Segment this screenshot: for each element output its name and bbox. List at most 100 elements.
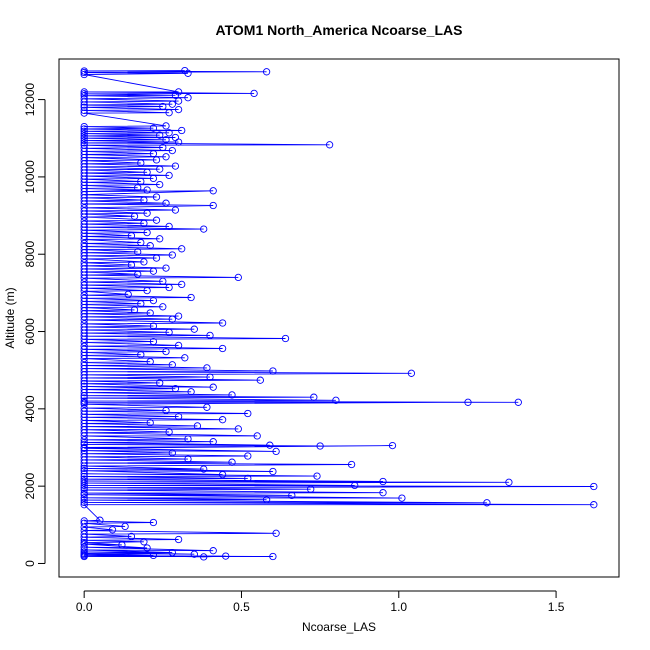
data-point (171, 385, 180, 393)
data-point (152, 216, 161, 224)
data-point (152, 254, 161, 262)
data-point (162, 264, 170, 272)
data-point (80, 281, 88, 289)
data-point (190, 550, 198, 558)
x-tick-label: 1.0 (390, 600, 407, 614)
data-point (184, 94, 192, 102)
y-tick-label: 12000 (23, 83, 37, 117)
data-point (80, 538, 88, 547)
data-point (168, 548, 176, 557)
data-point (203, 364, 211, 372)
data-point (127, 232, 136, 240)
data-point (351, 481, 359, 490)
data-point (590, 501, 598, 509)
x-tick-label: 0.0 (76, 600, 93, 614)
data-point (143, 228, 151, 237)
y-axis-label: Altitude (m) (3, 287, 17, 348)
data-point (140, 196, 148, 204)
data-point (165, 222, 173, 231)
data-point (272, 447, 280, 456)
data-point (134, 184, 142, 192)
data-point (262, 496, 271, 504)
data-point (80, 92, 88, 100)
data-point (388, 441, 397, 450)
data-point (134, 270, 142, 278)
data-point (483, 499, 491, 507)
data-point (209, 187, 217, 195)
data-point (137, 177, 145, 186)
data-point (234, 273, 242, 282)
data-point (165, 328, 173, 336)
data-point (209, 383, 217, 391)
plot-frame (58, 58, 620, 578)
data-point (137, 238, 145, 247)
x-axis: 0.0 0.5 1.0 1.5 (76, 590, 565, 614)
data-point (80, 342, 88, 350)
data-point (80, 127, 88, 135)
data-point (307, 485, 315, 493)
data-point (140, 258, 148, 266)
data-point (80, 361, 88, 370)
data-point (159, 277, 167, 285)
data-point (168, 361, 176, 369)
data-point (165, 129, 173, 137)
data-point (168, 315, 176, 323)
data-point (152, 193, 161, 201)
data-point (209, 438, 217, 446)
data-point (80, 109, 88, 117)
data-point (143, 286, 151, 295)
data-point (80, 323, 88, 331)
data-point (398, 494, 406, 502)
data-point (80, 103, 88, 111)
data-point (262, 68, 271, 76)
data-point (174, 105, 183, 114)
data-point (80, 385, 88, 394)
data-point (288, 491, 296, 500)
data-point (134, 248, 142, 256)
data-point (206, 373, 214, 381)
data-point (269, 467, 277, 476)
data-point (80, 489, 88, 497)
y-tick-label: 10000 (23, 160, 37, 194)
data-point (80, 467, 88, 475)
data-point (149, 267, 158, 275)
data-point (187, 293, 195, 302)
data-point (162, 153, 170, 161)
data-point (209, 547, 217, 555)
data-point (80, 498, 88, 507)
data-point (174, 535, 183, 544)
y-tick-label: 0 (23, 560, 37, 567)
data-point (184, 435, 192, 443)
data-point (162, 122, 170, 130)
data-point (80, 242, 88, 251)
data-point (159, 303, 167, 311)
data-point (200, 553, 208, 561)
data-point (165, 428, 173, 436)
data-point (140, 219, 148, 227)
data-point (203, 403, 211, 411)
data-point (108, 526, 117, 534)
data-point (244, 409, 252, 418)
data-point (184, 455, 192, 463)
data-point (80, 477, 88, 485)
data-point (80, 88, 88, 96)
data-point (80, 519, 88, 527)
data-point (80, 382, 88, 391)
data-point (80, 239, 88, 248)
data-point (80, 294, 88, 302)
data-point (162, 199, 170, 207)
data-point (218, 319, 227, 327)
data-point (171, 206, 180, 214)
data-point (80, 345, 88, 353)
data-point (149, 174, 158, 183)
data-point (80, 204, 88, 212)
data-point (244, 474, 252, 483)
series-layer (80, 66, 598, 561)
data-point (228, 391, 236, 399)
data-point (272, 529, 280, 537)
data-point (149, 518, 158, 527)
data-point (165, 283, 173, 292)
data-point (80, 139, 88, 147)
data-point (165, 109, 173, 117)
data-point (244, 452, 252, 460)
